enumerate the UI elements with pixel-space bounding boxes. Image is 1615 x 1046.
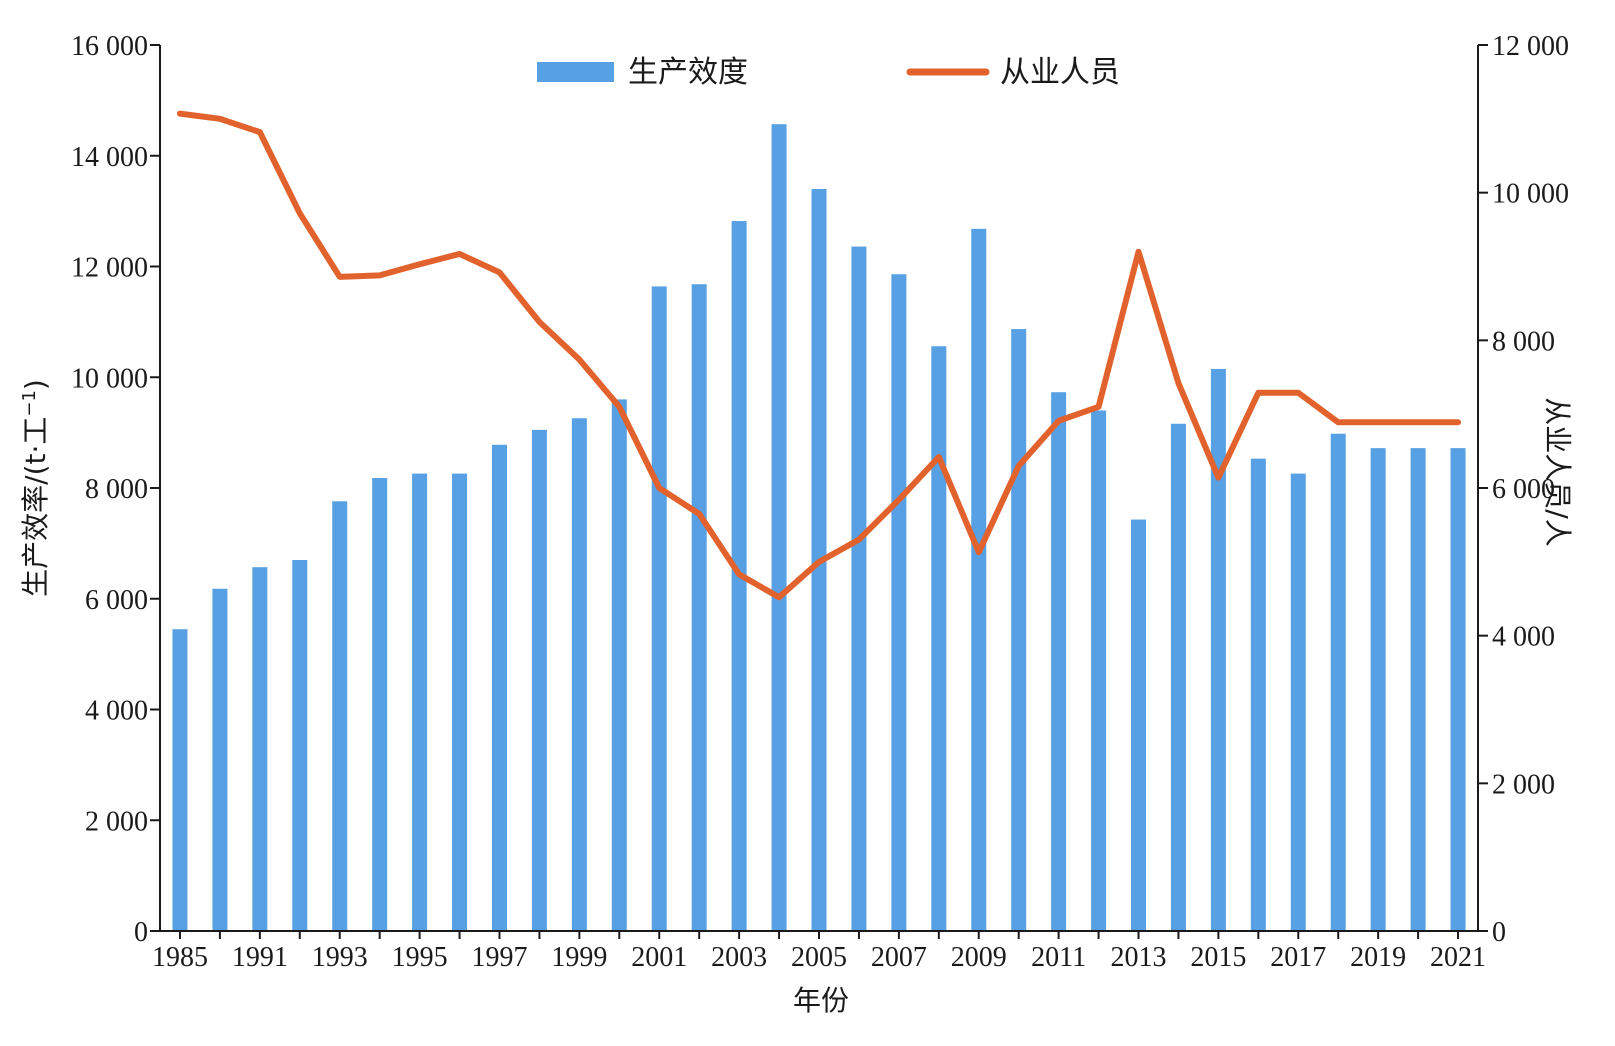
bar-2012 — [1091, 410, 1107, 932]
bar-2011 — [1051, 392, 1067, 931]
bar-1999 — [571, 418, 587, 932]
y2-tick-label: 6 000 — [1492, 474, 1555, 505]
bar-2010 — [1011, 329, 1027, 931]
x-axis-title: 年份 — [793, 984, 849, 1017]
x-tick-label: 2019 — [1350, 942, 1406, 973]
x-tick-label: 1985 — [152, 942, 208, 973]
x-tick-label: 2005 — [791, 942, 847, 973]
x-tick-label: 2009 — [951, 942, 1007, 973]
x-tick-label: 2017 — [1270, 942, 1326, 973]
bar-2021 — [1450, 448, 1466, 931]
y-tick-label: 14 000 — [71, 142, 148, 173]
y-tick-label: 4 000 — [85, 696, 148, 727]
bar-2007 — [891, 274, 907, 931]
y-axis-title-suffix: ) — [19, 379, 52, 390]
y-tick-label: 6 000 — [85, 585, 148, 616]
x-tick-label: 2013 — [1111, 942, 1167, 973]
x-tick-label: 2021 — [1430, 942, 1486, 973]
bar-2017 — [1290, 473, 1306, 931]
bar-2001 — [651, 286, 667, 931]
bar-2020 — [1410, 448, 1426, 931]
y-axis-title-superscript: −1 — [19, 390, 40, 417]
bars-layer — [172, 124, 1466, 932]
legend-label-line: 从业人员 — [1000, 55, 1120, 90]
bar-2015 — [1210, 368, 1226, 931]
bar-2006 — [851, 246, 867, 931]
y2-tick-label: 2 000 — [1492, 769, 1555, 800]
bar-1992 — [292, 559, 308, 931]
bar-2004 — [771, 124, 787, 931]
y2-tick-label: 8 000 — [1492, 326, 1555, 357]
y2-tick-label: 10 000 — [1492, 179, 1569, 210]
bar-2002 — [691, 284, 707, 932]
bar-1985 — [172, 629, 188, 931]
x-tick-label: 1991 — [232, 942, 288, 973]
bar-2013 — [1131, 519, 1147, 931]
y2-tick-label: 4 000 — [1492, 622, 1555, 653]
y-axis-title: 生产效率/(t·工−1) — [19, 379, 52, 597]
bar-1994 — [372, 478, 388, 931]
bar-1995 — [412, 473, 428, 931]
x-tick-label: 2007 — [871, 942, 927, 973]
bar-1990 — [212, 588, 228, 931]
x-tick-label: 2001 — [631, 942, 687, 973]
y-tick-label: 16 000 — [71, 31, 148, 62]
bar-1996 — [452, 473, 468, 931]
y-tick-label: 12 000 — [71, 253, 148, 284]
line-layer — [176, 110, 1462, 601]
bar-2000 — [611, 399, 627, 931]
legend-label-bar: 生产效度 — [628, 55, 748, 90]
x-tick-label: 1999 — [551, 942, 607, 973]
x-tick-label: 1997 — [471, 942, 527, 973]
y-tick-label: 2 000 — [85, 806, 148, 837]
bar-2018 — [1330, 433, 1346, 931]
bar-2014 — [1170, 423, 1186, 931]
bar-1991 — [252, 567, 268, 931]
x-tick-label: 2015 — [1190, 942, 1246, 973]
x-tick-label: 2011 — [1031, 942, 1086, 973]
y-tick-label: 0 — [134, 917, 148, 948]
bar-2019 — [1370, 448, 1386, 931]
bar-2009 — [971, 228, 987, 932]
axes-layer: 0 2 000 4 000 6 000 8 000 10 000 12 000 14 000 1… — [19, 31, 1574, 1017]
y-tick-label: 8 000 — [85, 474, 148, 505]
y-tick-label: 10 000 — [71, 363, 148, 394]
y2-tick-label: 0 — [1492, 917, 1506, 948]
legend-swatch-bar — [537, 62, 614, 82]
y-axis-title-main: 生产效率/(t·工 — [19, 417, 52, 597]
bar-1998 — [531, 429, 547, 931]
x-tick-label: 2003 — [711, 942, 767, 973]
bar-1997 — [491, 444, 507, 931]
bar-2008 — [931, 346, 947, 931]
y2-tick-label: 12 000 — [1492, 31, 1569, 62]
x-tick-label: 1995 — [392, 942, 448, 973]
bar-1993 — [332, 501, 348, 931]
bar-2016 — [1250, 458, 1266, 931]
y2-axis-title: 从业人员/人 — [1541, 397, 1574, 546]
legend: 生产效度 从业人员 — [537, 55, 1120, 90]
x-tick-label: 1993 — [312, 942, 368, 973]
